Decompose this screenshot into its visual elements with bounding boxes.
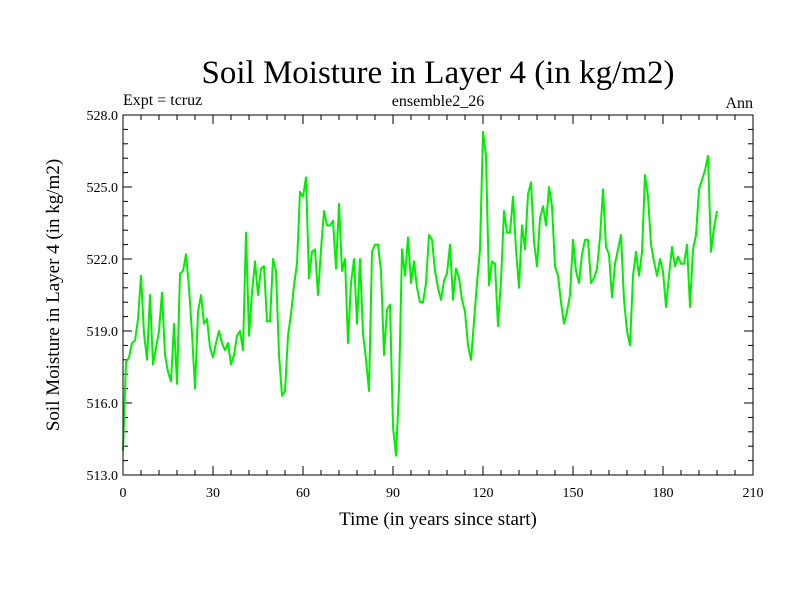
y-tick-label: 516.0	[87, 397, 119, 412]
x-tick-label: 150	[563, 486, 584, 501]
x-tick-label: 120	[473, 486, 494, 501]
y-tick-label: 528.0	[87, 109, 119, 124]
annual-label: Ann	[725, 95, 753, 112]
axis-ticks	[122, 114, 754, 476]
x-tick-label: 60	[296, 486, 310, 501]
x-tick-label: 180	[653, 486, 674, 501]
y-axis-label: Soil Moisture in Layer 4 (in kg/m2)	[43, 159, 64, 431]
experiment-label: Expt = tcruz	[123, 92, 202, 109]
y-tick-label: 525.0	[87, 181, 119, 196]
y-tick-label: 519.0	[87, 325, 119, 340]
plot-frame	[122, 114, 754, 476]
series-line	[122, 130, 718, 457]
axis-tick-labels: 0 30 60 90 120 150 180 210 513.0 516.0 519.0 522.0 5…	[87, 109, 764, 501]
x-tick-label: 90	[386, 486, 400, 501]
ensemble-label: ensemble2_26	[392, 93, 484, 110]
x-tick-label: 30	[206, 486, 220, 501]
x-tick-label: 0	[120, 486, 127, 501]
y-tick-label: 513.0	[87, 469, 119, 484]
x-tick-label: 210	[743, 486, 764, 501]
y-tick-label: 522.0	[87, 253, 119, 268]
chart-title: Soil Moisture in Layer 4 (in kg/m2)	[202, 55, 675, 91]
x-axis-label: Time (in years since start)	[339, 509, 537, 530]
